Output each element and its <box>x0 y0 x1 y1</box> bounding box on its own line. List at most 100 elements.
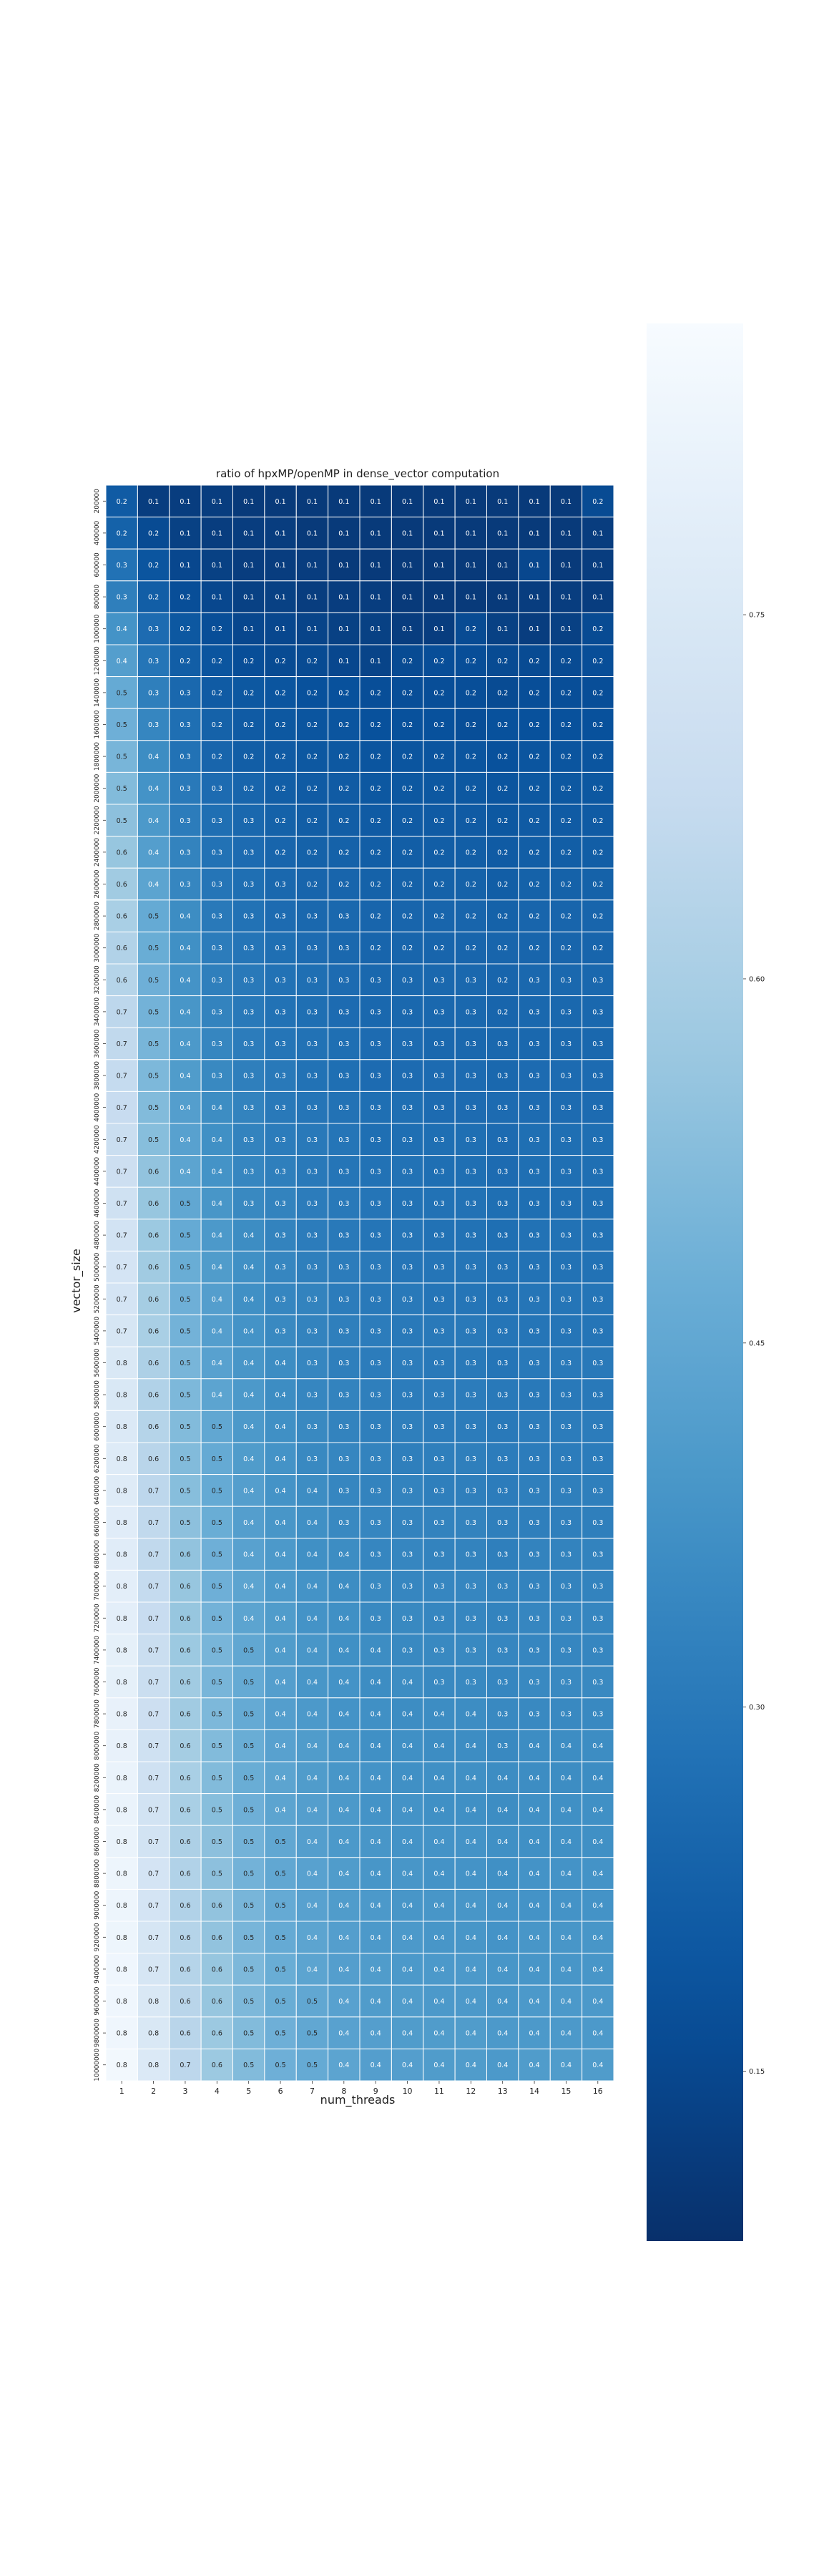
heatmap-cell <box>359 963 392 997</box>
heatmap-cell <box>295 1378 329 1411</box>
cell-value-label: 0.5 <box>180 1296 190 1304</box>
heatmap-cell <box>454 484 488 518</box>
heatmap-cell <box>518 1219 551 1252</box>
cell-value-label: 0.2 <box>466 785 476 793</box>
heatmap-cell <box>264 1506 297 1539</box>
cell-value-label: 0.2 <box>402 945 413 952</box>
heatmap-cell <box>486 1250 519 1284</box>
cell-value-label: 0.6 <box>117 849 127 857</box>
cell-value-label: 0.8 <box>117 1838 127 1846</box>
cell-value-label: 0.8 <box>117 1806 127 1814</box>
cell-value-label: 0.2 <box>497 977 508 985</box>
cell-value-label: 0.4 <box>212 1327 222 1335</box>
heatmap-cell <box>264 1346 297 1380</box>
cell-value-label: 0.3 <box>180 721 190 729</box>
heatmap-cell <box>486 963 519 997</box>
cell-value-label: 0.3 <box>371 1200 381 1208</box>
cell-value-label: 0.4 <box>148 785 159 793</box>
heatmap-cell <box>264 548 297 582</box>
heatmap-cell <box>169 517 202 550</box>
cell-value-label: 0.2 <box>433 849 444 857</box>
heatmap-cell <box>454 1953 488 1986</box>
cell-value-label: 0.3 <box>338 1360 349 1367</box>
heatmap-cell <box>169 1186 202 1220</box>
cell-value-label: 0.5 <box>180 1200 190 1208</box>
heatmap-cell <box>391 1601 424 1635</box>
heatmap-cell <box>232 1825 265 1858</box>
heatmap-cell <box>169 1506 202 1539</box>
y-tick-label: 6600000 <box>94 1508 101 1536</box>
heatmap-cell <box>391 708 424 741</box>
cell-value-label: 0.4 <box>338 1902 349 1910</box>
heatmap-cell <box>486 517 519 550</box>
heatmap-cell <box>169 931 202 965</box>
cell-value-label: 0.3 <box>433 1008 444 1016</box>
cell-value-label: 0.7 <box>148 1934 159 1942</box>
cell-value-label: 0.2 <box>466 625 476 633</box>
heatmap-cell <box>169 1729 202 1762</box>
cell-value-label: 0.2 <box>371 945 381 952</box>
heatmap-cell <box>264 1538 297 1571</box>
cell-value-label: 0.3 <box>275 1104 286 1112</box>
cell-value-label: 0.3 <box>371 1264 381 1272</box>
cell-value-label: 0.4 <box>529 1998 540 2006</box>
heatmap-cell <box>264 1953 297 1986</box>
heatmap-cell <box>486 2016 519 2049</box>
cell-value-label: 0.4 <box>402 1775 413 1782</box>
cell-value-label: 0.4 <box>561 1775 572 1782</box>
heatmap-cell <box>582 644 614 678</box>
heatmap-cell <box>200 1538 234 1571</box>
cell-value-label: 0.1 <box>433 594 444 602</box>
heatmap-cell <box>518 836 551 869</box>
cell-value-label: 0.4 <box>529 2062 540 2069</box>
cell-value-label: 0.3 <box>433 1264 444 1272</box>
cell-value-label: 0.7 <box>117 1232 127 1240</box>
cell-value-label: 0.4 <box>371 1775 381 1782</box>
cell-value-label: 0.3 <box>592 1455 603 1463</box>
cell-value-label: 0.4 <box>497 1902 508 1910</box>
cell-value-label: 0.3 <box>529 1487 540 1495</box>
heatmap-cell <box>328 1250 360 1284</box>
heatmap-cell <box>486 1123 519 1156</box>
cell-value-label: 0.6 <box>117 881 127 889</box>
cell-value-label: 0.4 <box>561 1870 572 1878</box>
cell-value-label: 0.4 <box>338 1966 349 1974</box>
cell-value-label: 0.3 <box>561 1711 572 1719</box>
heatmap-cell <box>295 1123 329 1156</box>
cell-value-label: 0.5 <box>212 1551 222 1559</box>
heatmap-cell <box>454 1888 488 1922</box>
heatmap-cell <box>486 1027 519 1060</box>
x-tick-label: 2 <box>151 2087 156 2096</box>
cell-value-label: 0.4 <box>402 1902 413 1910</box>
cell-value-label: 0.2 <box>497 721 508 729</box>
cell-value-label: 0.2 <box>180 594 190 602</box>
cell-value-label: 0.2 <box>561 945 572 952</box>
cell-value-label: 0.3 <box>371 1423 381 1431</box>
heatmap-cell <box>359 484 392 518</box>
heatmap-cell <box>423 1729 456 1762</box>
cell-value-label: 0.3 <box>212 913 222 921</box>
cell-value-label: 0.3 <box>307 945 318 952</box>
cell-value-label: 0.3 <box>592 1646 603 1654</box>
cell-value-label: 0.3 <box>180 817 190 825</box>
cell-value-label: 0.2 <box>529 689 540 697</box>
cell-value-label: 0.2 <box>561 881 572 889</box>
cell-value-label: 0.3 <box>466 1008 476 1016</box>
cell-value-label: 0.7 <box>117 1264 127 1272</box>
heatmap-cell <box>582 1059 614 1092</box>
cell-value-label: 0.3 <box>243 1008 254 1016</box>
cell-value-label: 0.3 <box>338 1040 349 1048</box>
cell-value-label: 0.7 <box>117 1296 127 1304</box>
heatmap-cell <box>200 1091 234 1124</box>
heatmap-cell <box>359 1857 392 1890</box>
cell-value-label: 0.1 <box>338 498 349 506</box>
heatmap-cell <box>486 1186 519 1220</box>
heatmap-cell <box>137 1825 170 1858</box>
heatmap-cell <box>518 1123 551 1156</box>
cell-value-label: 0.3 <box>243 913 254 921</box>
cell-value-label: 0.3 <box>307 1168 318 1176</box>
heatmap-cells: 0.2 0.1 0.1 0.1 0.1 0.1 0.1 0.1 0.1 0.1 0.1 0.1 0.1 0… <box>105 484 614 2082</box>
cell-value-label: 0.3 <box>275 913 286 921</box>
cell-value-label: 0.4 <box>243 1327 254 1335</box>
heatmap-cell <box>549 1729 583 1762</box>
